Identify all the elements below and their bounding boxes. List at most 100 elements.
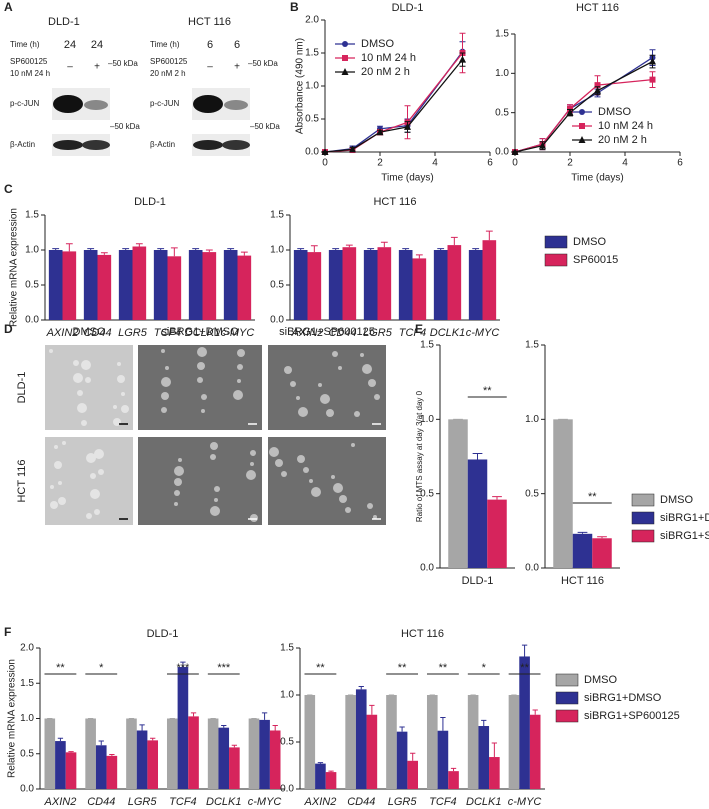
error-bar	[68, 751, 74, 753]
y-tick-label: 1.5	[305, 48, 319, 59]
cell-cluster	[250, 514, 258, 522]
y-tick-label: 0.5	[20, 748, 34, 759]
legend-swatch	[631, 529, 655, 543]
x-tick-label: TCF4	[399, 327, 427, 339]
cell-cluster	[50, 501, 58, 509]
error-bar	[190, 712, 197, 717]
bar	[293, 250, 308, 320]
significance-label: ***	[217, 662, 231, 674]
cell-cluster	[50, 485, 54, 489]
bar	[188, 716, 199, 789]
cell-cluster	[86, 513, 92, 519]
bar	[44, 718, 56, 789]
error-bar	[415, 254, 423, 259]
cell-cluster	[49, 349, 53, 353]
x-tick-label: DCLK1	[185, 327, 220, 339]
error-bar	[328, 770, 334, 773]
cell-cluster	[178, 458, 182, 462]
y-tick-label: 1.0	[20, 713, 34, 724]
cell-cluster	[121, 392, 125, 396]
error-bar	[367, 248, 375, 250]
cell-cluster	[86, 453, 96, 463]
x-tick-label: c-MYC	[221, 327, 255, 339]
point	[321, 148, 329, 155]
y-tick-label: 1.5	[525, 340, 539, 351]
bar	[412, 258, 427, 320]
blot-band	[193, 95, 223, 113]
chart-title: DLD-1	[134, 196, 166, 208]
legend-label: 20 nM 2 h	[598, 134, 647, 146]
y-axis-label: Ratio of MTS assay at day 3/at day 0	[415, 390, 424, 522]
error-bar	[450, 236, 458, 246]
row-header: HCT 116	[16, 459, 28, 502]
legend-label: siBRG1+DMSO	[660, 512, 709, 524]
cell-cluster	[174, 466, 184, 476]
treatment-sign: +	[234, 62, 240, 73]
micrograph	[138, 345, 262, 430]
x-tick-label: AXIN2	[46, 327, 79, 339]
cell-cluster	[73, 373, 83, 383]
y-tick-label: 1.0	[525, 414, 539, 425]
bar	[153, 250, 168, 320]
bar	[55, 741, 66, 789]
error-bar	[231, 744, 238, 748]
bar	[386, 695, 397, 789]
error-bar	[399, 726, 405, 732]
cell-cluster	[161, 349, 165, 353]
error-bar	[205, 249, 213, 253]
error-bar	[410, 752, 416, 761]
micrograph	[45, 345, 133, 430]
cell-cluster	[201, 394, 207, 400]
cell-cluster	[58, 481, 62, 485]
legend-swatch	[555, 709, 579, 723]
bar	[269, 730, 281, 789]
y-tick-label: 0.5	[25, 280, 39, 291]
bar	[592, 538, 612, 568]
blot-title: DLD-1	[48, 16, 80, 28]
time-value: 24	[64, 39, 76, 51]
time-value: 24	[91, 39, 103, 51]
x-tick-label: 0	[322, 158, 328, 169]
legend-label: siBRG1+DMSO	[584, 692, 662, 704]
error-bar	[87, 248, 95, 250]
x-tick-label: AXIN2	[44, 796, 77, 808]
error-bar	[52, 248, 60, 250]
error-bar	[332, 248, 340, 250]
cell-cluster	[81, 360, 91, 370]
cell-cluster	[373, 515, 377, 519]
cell-cluster	[362, 364, 372, 374]
significance-label: **	[439, 662, 448, 674]
blot-title: HCT 116	[188, 16, 231, 28]
legend-marker	[342, 41, 348, 47]
point	[511, 148, 519, 155]
x-tick-label: CD44	[87, 796, 115, 808]
panel-label: F	[4, 625, 11, 639]
bar	[467, 695, 479, 789]
x-tick-label: LGR5	[388, 796, 418, 808]
x-tick-label: 2	[567, 158, 573, 169]
legend-label: siBRG1+SP600125	[584, 710, 680, 722]
bar	[426, 695, 438, 789]
x-tick-label: TCF4	[429, 796, 457, 808]
bar	[62, 251, 77, 320]
y-tick-label: 0.5	[495, 107, 509, 118]
y-tick-label: 0.5	[420, 488, 434, 499]
bar	[342, 247, 357, 320]
bar	[218, 727, 230, 789]
error-bar	[180, 661, 186, 668]
y-tick-label: 0.0	[495, 147, 509, 158]
cell-cluster	[77, 390, 83, 396]
dose-label: 20 nM 2 h	[150, 69, 186, 78]
cell-cluster	[237, 364, 243, 370]
error-bar	[597, 536, 607, 539]
x-tick-label: AXIN2	[304, 796, 337, 808]
bar	[202, 252, 217, 320]
legend-marker	[578, 136, 586, 143]
cell-cluster	[161, 407, 167, 413]
band-label: p-c-JUN	[150, 99, 180, 108]
legend-swatch	[555, 691, 579, 705]
y-tick-label: 0.0	[305, 147, 319, 158]
x-tick-label: TCF4	[154, 327, 182, 339]
legend-label: 10 nM 24 h	[361, 52, 416, 64]
cell-cluster	[296, 396, 300, 400]
